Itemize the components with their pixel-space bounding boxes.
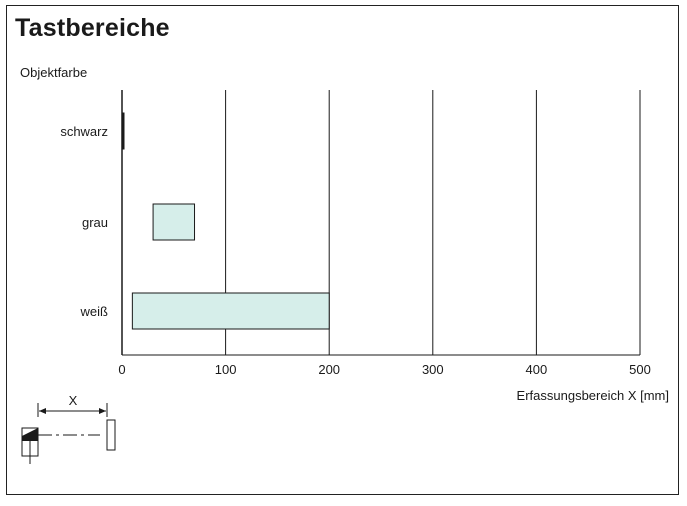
x-axis-label: Erfassungsbereich X [mm] bbox=[516, 388, 669, 403]
x-tick-labels: 0 100 200 300 400 500 bbox=[118, 362, 650, 377]
arrow-left-icon bbox=[39, 408, 46, 414]
sensor-head bbox=[22, 428, 38, 441]
x-tick-label: 200 bbox=[318, 362, 340, 377]
arrow-right-icon bbox=[99, 408, 106, 414]
x-tick-label: 100 bbox=[215, 362, 237, 377]
range-bars bbox=[121, 112, 330, 330]
axes bbox=[121, 90, 640, 356]
category-label: grau bbox=[82, 215, 108, 230]
range-bar-2 bbox=[152, 203, 196, 241]
x-tick-label: 500 bbox=[629, 362, 651, 377]
category-labels: schwarz grau weiß bbox=[60, 124, 108, 319]
chart-title: Tastbereiche bbox=[15, 14, 170, 42]
sensor-diagram: X bbox=[21, 393, 116, 464]
x-tick-label: 400 bbox=[526, 362, 548, 377]
chart-frame bbox=[6, 5, 679, 495]
x-tick-label: 300 bbox=[422, 362, 444, 377]
dimension-label: X bbox=[69, 393, 78, 408]
y-axis-label: Objektfarbe bbox=[20, 65, 88, 80]
target-object bbox=[106, 419, 116, 451]
range-bar-3 bbox=[131, 292, 330, 330]
x-tick-label: 0 bbox=[118, 362, 125, 377]
category-label: schwarz bbox=[60, 124, 108, 139]
category-label: weiß bbox=[80, 304, 109, 319]
